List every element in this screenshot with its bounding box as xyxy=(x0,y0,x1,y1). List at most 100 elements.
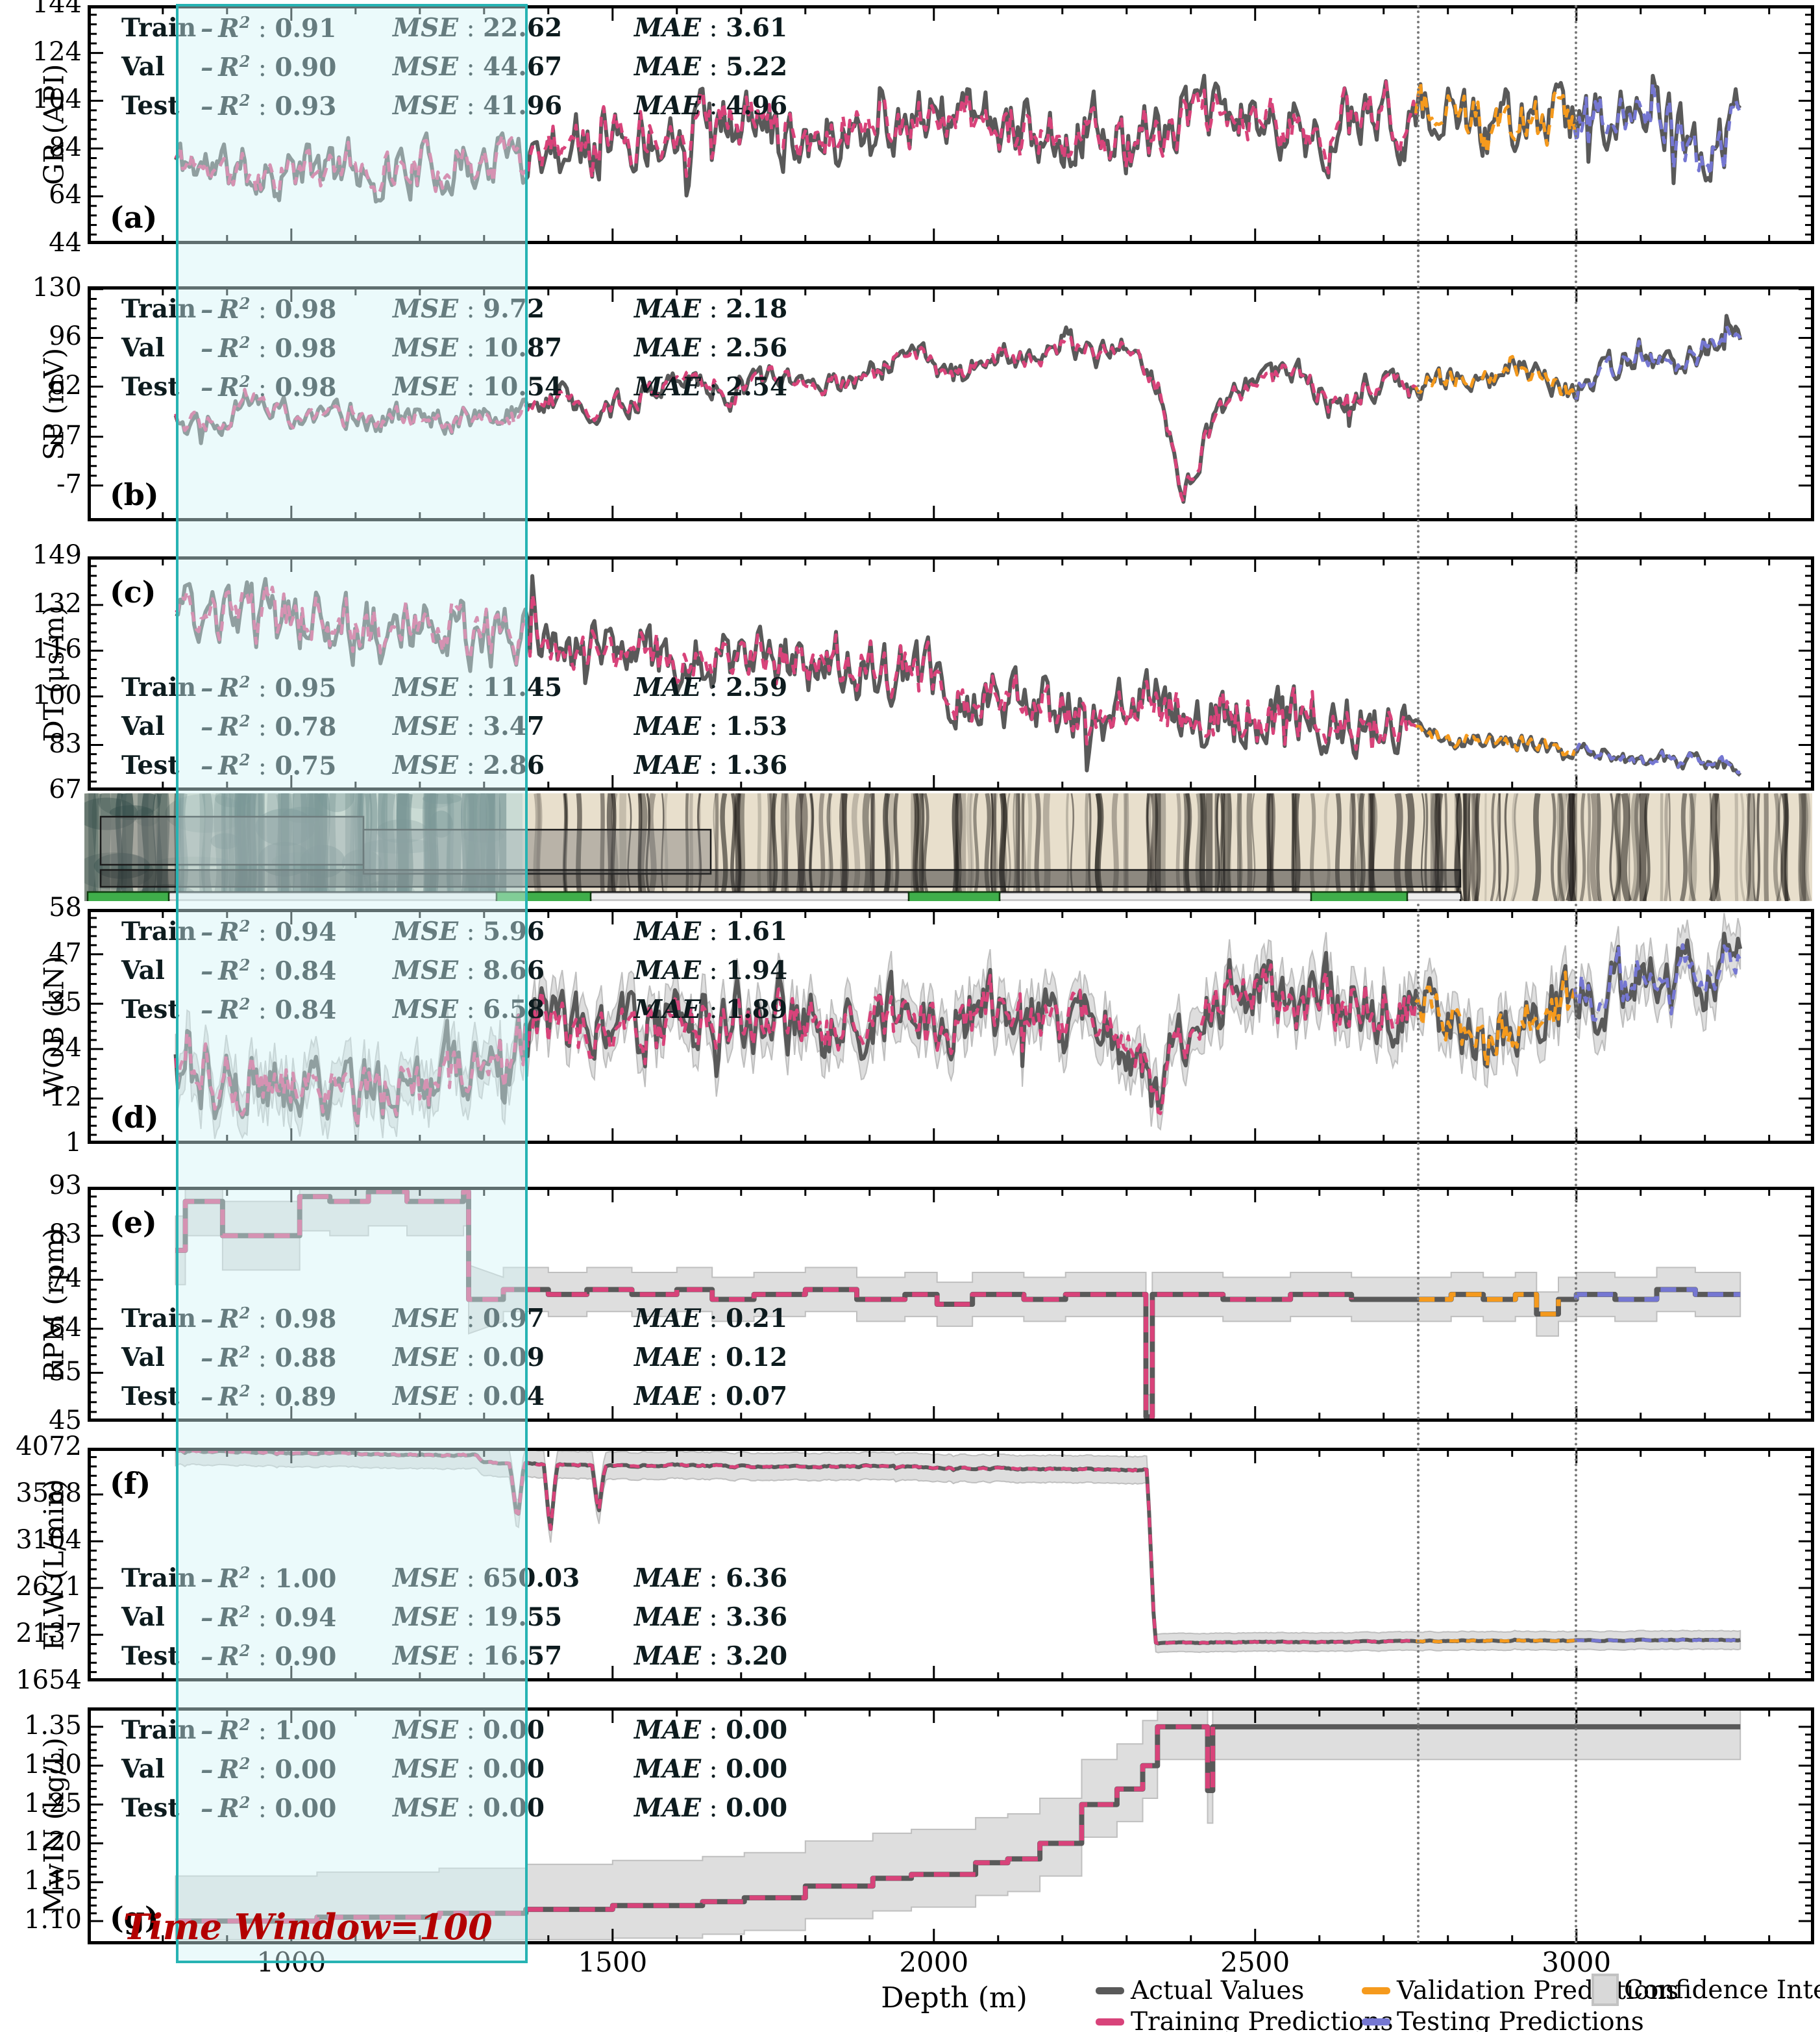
seismic-trace-streak xyxy=(861,793,872,901)
stats-row: Train – R2 : 0.94 MSE : 5.96 MAE : 1.61 xyxy=(121,917,829,956)
seismic-trace-streak xyxy=(352,793,358,901)
stats-row: Val – R2 : 0.88 MSE : 0.09 MAE : 0.12 xyxy=(121,1343,829,1382)
panel-letter-sp: (b) xyxy=(110,477,159,512)
y-tick-label-gr: 64 xyxy=(49,180,82,210)
seismic-trace-streak xyxy=(770,793,778,901)
seismic-trace-streak xyxy=(733,793,742,901)
stats-r2: – R2 : 0.89 xyxy=(201,1382,337,1412)
seismic-trace-streak xyxy=(1664,793,1669,901)
y-tick-label-sp: 62 xyxy=(49,370,82,401)
seismic-trace-streak xyxy=(1223,793,1233,901)
train-val-boundary-line xyxy=(1417,5,1420,788)
seismic-trace-streak xyxy=(1183,793,1191,901)
seismic-trace-streak xyxy=(892,793,899,901)
seismic-trace-streak xyxy=(1566,793,1577,901)
seismic-trace-streak xyxy=(837,793,849,901)
seismic-trace-streak xyxy=(984,793,993,901)
seismic-blob xyxy=(271,852,323,871)
seismic-trace-streak xyxy=(386,793,396,901)
seismic-trace-streak xyxy=(300,793,315,901)
seismic-trace-streak xyxy=(892,793,900,901)
seismic-trace-streak xyxy=(1175,793,1183,901)
seismic-trace-streak xyxy=(1150,793,1160,901)
seismic-trace-streak xyxy=(1088,793,1092,901)
seismic-trace-streak xyxy=(1433,793,1444,901)
drillstring-highlight xyxy=(591,894,909,899)
stats-r2: – R2 : 0.98 xyxy=(201,333,337,364)
y-tick-label-wob: 58 xyxy=(49,893,82,923)
y-tick-label-mwin: 1.35 xyxy=(23,1710,82,1741)
stats-mse: MSE : 0.00 xyxy=(393,1715,545,1745)
stats-mae: MAE : 1.53 xyxy=(634,712,788,741)
legend-label: Confidence Interval xyxy=(1624,1975,1820,2005)
seismic-trace-streak xyxy=(627,793,633,901)
y-axis-label-mwin: MwIN (kg/L) xyxy=(38,1737,70,1914)
seismic-trace-streak xyxy=(1756,793,1761,901)
seismic-trace-streak xyxy=(1184,793,1194,901)
panel-sp-plot xyxy=(88,286,1814,521)
stats-mae: MAE : 3.61 xyxy=(634,13,788,43)
stats-mse: MSE : 22.62 xyxy=(393,13,563,43)
seismic-trace-streak xyxy=(1688,793,1697,901)
y-tick-label-rpm: 55 xyxy=(49,1356,82,1387)
stats-row: Val – R2 : 0.94 MSE : 19.55 MAE : 3.36 xyxy=(121,1602,829,1641)
seismic-trace-streak xyxy=(1798,793,1807,901)
seismic-blob xyxy=(210,833,240,850)
seismic-trace-streak xyxy=(562,793,569,901)
stats-row: Train – R2 : 0.91 MSE : 22.62 MAE : 3.61 xyxy=(121,13,829,52)
seismic-trace-streak xyxy=(1222,793,1225,901)
seismic-trace-streak xyxy=(1266,793,1273,901)
seismic-trace-streak xyxy=(1236,793,1242,901)
seismic-trace-streak xyxy=(1498,793,1501,901)
stats-r2: – R2 : 0.78 xyxy=(201,712,337,742)
seismic-trace-streak xyxy=(1462,793,1471,901)
seismic-trace-streak xyxy=(1612,793,1621,901)
seismic-trace-streak xyxy=(1124,793,1128,901)
stats-mse: MSE : 9.72 xyxy=(393,294,545,324)
seismic-overlay-upper-overlay-right xyxy=(362,828,712,875)
seismic-trace-streak xyxy=(1145,793,1150,901)
val-test-boundary-line xyxy=(1574,5,1577,788)
legend-label: Training Predictions xyxy=(1131,2007,1394,2032)
x-tick-label: 1500 xyxy=(578,1946,648,1978)
seismic-trace-streak xyxy=(1612,793,1622,901)
seismic-overlay-upper-overlay-left xyxy=(99,815,365,866)
seismic-blob xyxy=(398,793,453,810)
seismic-trace-streak xyxy=(114,793,124,901)
stats-r2: – R2 : 0.98 xyxy=(201,372,337,403)
panel-letter-wob: (d) xyxy=(110,1100,159,1135)
seismic-trace-streak xyxy=(1084,793,1090,901)
seismic-trace-streak xyxy=(84,793,98,901)
seismic-trace-streak xyxy=(1123,793,1129,901)
y-tick-label-gr: 124 xyxy=(32,36,82,67)
seismic-trace-streak xyxy=(840,793,846,901)
seismic-trace-streak xyxy=(1490,793,1496,901)
seismic-trace-streak xyxy=(1199,793,1207,901)
seismic-trace-streak xyxy=(199,793,206,901)
seismic-trace-streak xyxy=(90,793,103,901)
stats-mae: MAE : 0.07 xyxy=(634,1382,788,1411)
seismic-trace-streak xyxy=(730,793,738,901)
stats-mse: MSE : 41.96 xyxy=(393,91,563,121)
y-tick-label-gr: 44 xyxy=(49,228,82,258)
stats-mae: MAE : 2.18 xyxy=(634,294,788,324)
seismic-trace-streak xyxy=(427,793,439,901)
stats-split-label: Train xyxy=(121,13,197,43)
seismic-trace-streak xyxy=(1292,793,1301,901)
y-tick-label-sp: 130 xyxy=(32,273,82,303)
dt-validation-prediction-line xyxy=(1416,724,1577,759)
seismic-trace-streak xyxy=(1000,793,1009,901)
seismic-trace-streak xyxy=(1424,793,1429,901)
seismic-trace-streak xyxy=(421,793,432,901)
x-tick-label: 2500 xyxy=(1220,1946,1290,1978)
panel-wob-plot xyxy=(88,909,1814,1144)
stats-row: Val – R2 : 0.84 MSE : 8.66 MAE : 1.94 xyxy=(121,956,829,995)
y-tick-label-dt: 100 xyxy=(32,680,82,710)
seismic-trace-streak xyxy=(922,793,931,901)
seismic-trace-streak xyxy=(610,793,618,901)
wob-training-prediction-line xyxy=(174,963,1420,1128)
seismic-trace-streak xyxy=(1784,793,1789,901)
seismic-trace-streak xyxy=(1773,793,1782,901)
seismic-trace-streak xyxy=(1776,793,1783,901)
